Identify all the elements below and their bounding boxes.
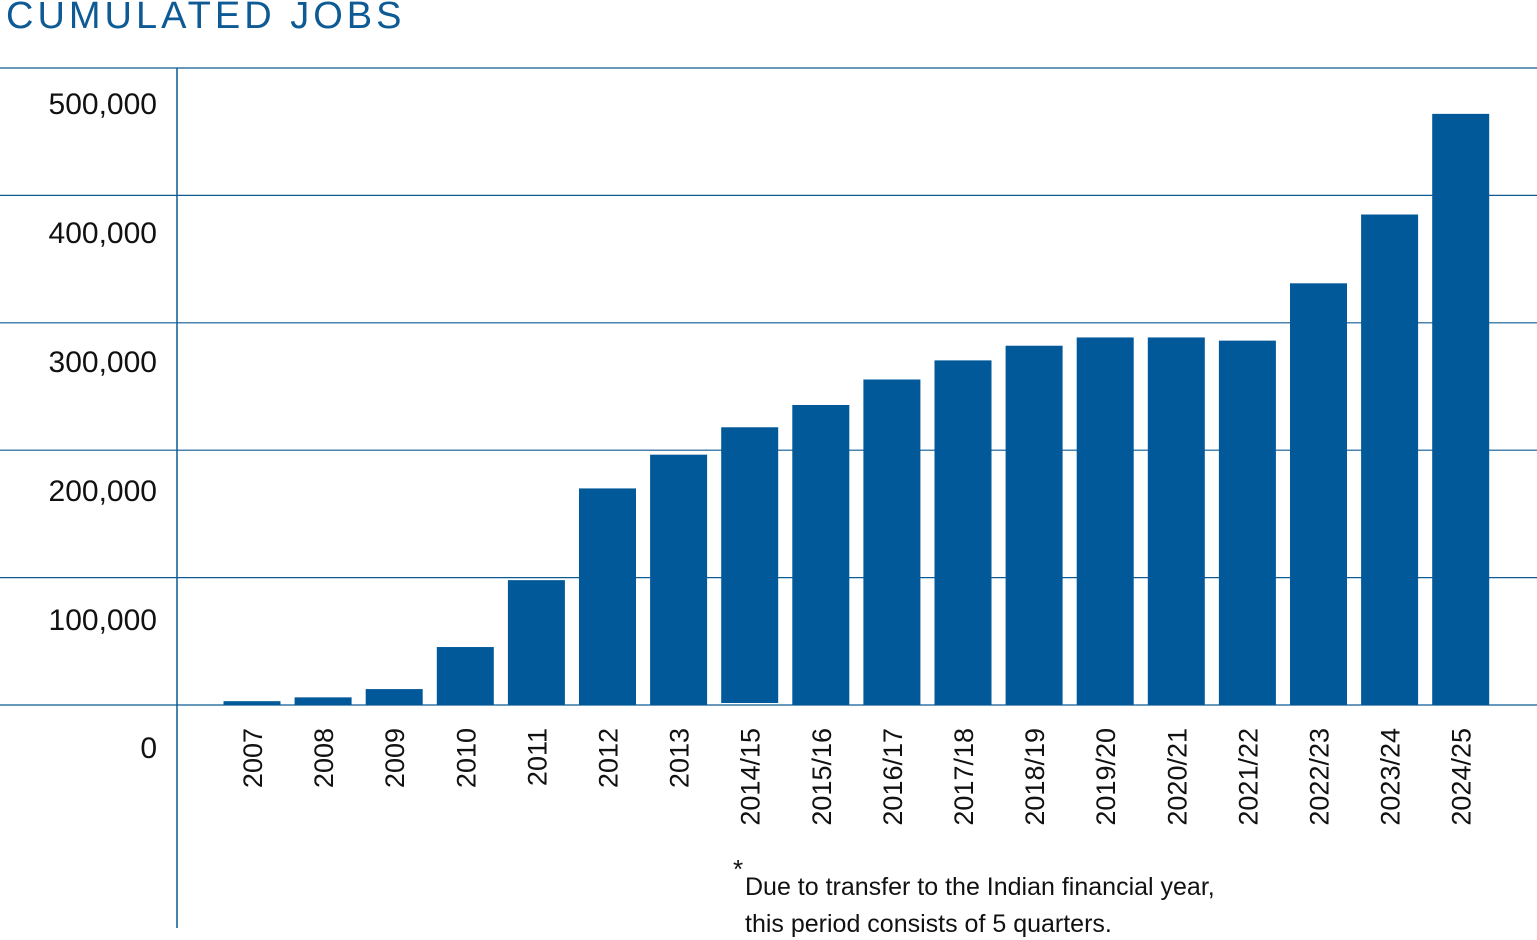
bar-2020-21	[1147, 337, 1205, 705]
footnote-marker: *	[733, 854, 743, 884]
y-tick-label: 400,000	[49, 217, 157, 250]
x-tick-label: 2009	[380, 728, 410, 788]
y-tick-label: 500,000	[49, 88, 157, 121]
bar-2010	[436, 647, 494, 705]
bars	[223, 113, 1490, 705]
bar-2024-25	[1432, 113, 1490, 705]
x-tick-label: 2024/25	[1447, 728, 1477, 826]
bar-2013	[650, 454, 708, 705]
x-tick-label: 2014/15	[736, 728, 766, 826]
x-tick-label: 2008	[309, 728, 339, 788]
y-tick-label: 200,000	[49, 475, 157, 508]
x-tick-label: 2016/17	[878, 728, 908, 826]
bar-2022-23	[1290, 283, 1347, 705]
x-tick-label: 2013	[665, 728, 695, 788]
bar-2009	[365, 689, 423, 705]
x-tick-labels: 2007 2008 2009 2010 2011 2012 2013 2014/15 2015/…	[238, 728, 1477, 826]
bar-2012	[579, 488, 636, 705]
x-tick-label: 2021/22	[1233, 728, 1263, 826]
x-tick-label: 2007	[238, 728, 268, 788]
footnote: * Due to transfer to the Indian financia…	[733, 854, 1215, 938]
y-tick-labels: 0 100,000 200,000 300,000 400,000 500,000	[49, 88, 157, 765]
x-tick-label: 2022/23	[1305, 728, 1335, 826]
x-tick-label: 2015/16	[807, 728, 837, 826]
x-tick-label: 2023/24	[1376, 728, 1406, 826]
x-tick-label: 2020/21	[1162, 728, 1192, 826]
bar-2011	[507, 580, 565, 705]
footnote-line-1: Due to transfer to the Indian financial …	[745, 873, 1215, 901]
footnote-line-2: this period consists of 5 quarters.	[745, 910, 1112, 938]
x-tick-label: 2017/18	[949, 728, 979, 826]
bar-2017-18	[934, 360, 992, 705]
bar-2019-20	[1076, 337, 1134, 705]
y-tick-label: 300,000	[49, 346, 157, 379]
x-tick-label: 2012	[594, 728, 624, 788]
x-tick-label: 2011	[522, 728, 552, 786]
y-tick-label: 100,000	[49, 604, 157, 637]
bar-2008	[294, 697, 352, 705]
bar-2023-24	[1361, 214, 1419, 705]
bar-2021-22	[1218, 340, 1276, 705]
bar-2018-19	[1005, 345, 1063, 705]
bar-2016-17	[863, 379, 921, 705]
bar-2014-15	[721, 427, 779, 703]
bar-2007	[223, 701, 281, 705]
x-tick-label: 2019/20	[1091, 728, 1121, 826]
y-tick-label: 0	[140, 732, 157, 765]
bar-2015-16	[792, 404, 850, 705]
x-tick-label: 2018/19	[1020, 728, 1050, 826]
x-tick-label: 2010	[451, 728, 481, 788]
chart-title: CUMULATED JOBS	[6, 0, 406, 37]
